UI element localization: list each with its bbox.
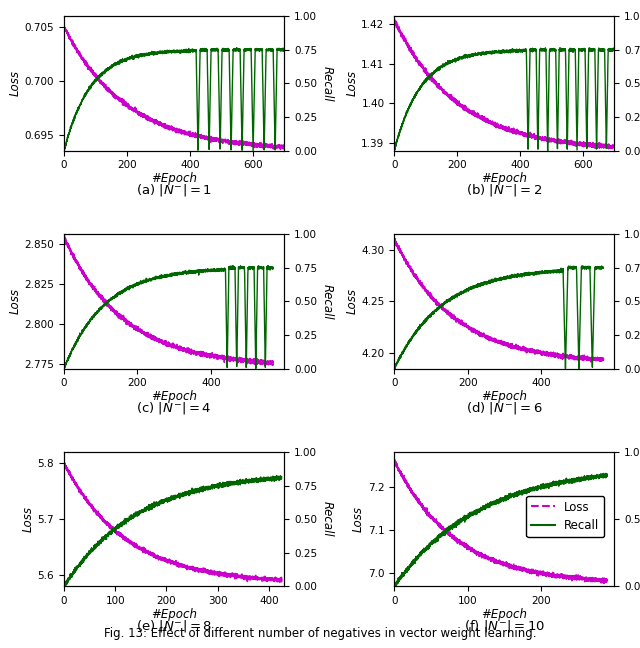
Y-axis label: Loss: Loss bbox=[22, 506, 35, 532]
X-axis label: #Epoch: #Epoch bbox=[481, 608, 527, 621]
Text: (e) $|N^{-}| = 8$: (e) $|N^{-}| = 8$ bbox=[136, 618, 212, 634]
X-axis label: #Epoch: #Epoch bbox=[151, 608, 197, 621]
Y-axis label: Recall: Recall bbox=[321, 284, 334, 319]
Text: (b) $|N^{-}| = 2$: (b) $|N^{-}| = 2$ bbox=[466, 182, 543, 198]
Text: (c) $|N^{-}| = 4$: (c) $|N^{-}| = 4$ bbox=[136, 400, 212, 415]
Y-axis label: Loss: Loss bbox=[346, 71, 358, 97]
Y-axis label: Loss: Loss bbox=[8, 288, 22, 314]
X-axis label: #Epoch: #Epoch bbox=[481, 389, 527, 402]
X-axis label: #Epoch: #Epoch bbox=[481, 172, 527, 185]
X-axis label: #Epoch: #Epoch bbox=[151, 389, 197, 402]
Text: (a) $|N^{-}| = 1$: (a) $|N^{-}| = 1$ bbox=[136, 182, 212, 198]
Text: Fig. 13: Effect of different number of negatives in vector weight learning.: Fig. 13: Effect of different number of n… bbox=[104, 627, 536, 640]
Y-axis label: Recall: Recall bbox=[321, 502, 334, 537]
Y-axis label: Loss: Loss bbox=[9, 71, 22, 97]
X-axis label: #Epoch: #Epoch bbox=[151, 172, 197, 185]
Legend: Loss, Recall: Loss, Recall bbox=[526, 496, 604, 537]
Text: (f) $|N^{-}| = 10$: (f) $|N^{-}| = 10$ bbox=[464, 618, 545, 634]
Y-axis label: Recall: Recall bbox=[321, 65, 334, 101]
Y-axis label: Loss: Loss bbox=[346, 288, 358, 314]
Y-axis label: Loss: Loss bbox=[352, 506, 365, 532]
Text: (d) $|N^{-}| = 6$: (d) $|N^{-}| = 6$ bbox=[466, 400, 543, 415]
